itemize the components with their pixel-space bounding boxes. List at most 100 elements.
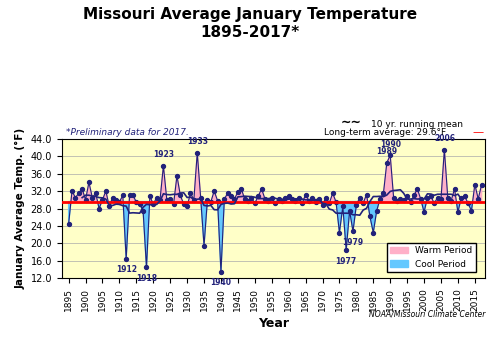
Point: [458, 195, 466, 201]
Point: [136, 201, 143, 207]
Text: ∼∼: ∼∼: [341, 116, 362, 129]
Point: [75, 190, 83, 196]
Point: [194, 150, 202, 155]
Point: [268, 195, 276, 201]
Point: [474, 196, 482, 202]
Point: [464, 200, 472, 206]
Point: [112, 197, 120, 203]
Text: 1918: 1918: [136, 274, 157, 283]
Point: [176, 193, 184, 198]
Point: [450, 186, 458, 192]
Point: [410, 193, 418, 198]
Text: 2006: 2006: [434, 134, 455, 143]
Point: [152, 195, 160, 201]
Point: [102, 188, 110, 194]
Point: [447, 198, 455, 203]
X-axis label: Year: Year: [258, 317, 289, 330]
Point: [284, 193, 292, 199]
Point: [383, 160, 391, 166]
Point: [468, 208, 475, 214]
Point: [342, 247, 350, 253]
Point: [196, 195, 204, 201]
Point: [82, 197, 90, 203]
Point: [230, 196, 238, 202]
Point: [132, 199, 140, 205]
Point: [227, 193, 235, 199]
Point: [240, 196, 248, 202]
Point: [424, 195, 432, 201]
Point: [251, 200, 259, 206]
Point: [305, 198, 313, 203]
Point: [460, 193, 468, 199]
Point: [302, 191, 310, 197]
Point: [292, 198, 300, 203]
Point: [308, 195, 316, 201]
Point: [440, 147, 448, 153]
Point: [224, 190, 232, 196]
Point: [328, 190, 336, 196]
Point: [454, 209, 462, 215]
Point: [406, 199, 414, 205]
Point: [261, 196, 269, 202]
Point: [238, 186, 246, 192]
Point: [234, 189, 242, 195]
Point: [380, 190, 388, 196]
Point: [129, 193, 137, 198]
Point: [420, 209, 428, 215]
Point: [376, 196, 384, 202]
Point: [244, 198, 252, 203]
Point: [126, 193, 134, 198]
Point: [278, 198, 286, 203]
Point: [322, 195, 330, 201]
Point: [478, 182, 486, 187]
Point: [386, 153, 394, 158]
Point: [186, 190, 194, 196]
Point: [85, 179, 93, 185]
Point: [258, 186, 266, 192]
Text: NOAA/Missouri Climate Center: NOAA/Missouri Climate Center: [368, 309, 485, 318]
Point: [366, 213, 374, 219]
Point: [315, 196, 323, 202]
Point: [326, 200, 334, 206]
Point: [400, 197, 408, 203]
Point: [318, 202, 326, 208]
Point: [108, 195, 116, 201]
Point: [372, 208, 380, 214]
Point: [156, 197, 164, 203]
Point: [204, 197, 212, 203]
Point: [390, 195, 398, 201]
Point: [122, 256, 130, 262]
Point: [217, 269, 225, 275]
Point: [254, 193, 262, 199]
Point: [346, 208, 354, 214]
Point: [64, 221, 72, 227]
Point: [427, 193, 435, 199]
Y-axis label: January Average Temp. (°F): January Average Temp. (°F): [15, 128, 25, 289]
Point: [92, 190, 100, 196]
Text: 1990: 1990: [380, 140, 400, 149]
Text: Long-term average: 29.6°F: Long-term average: 29.6°F: [324, 128, 446, 137]
Text: 1940: 1940: [210, 278, 232, 287]
Point: [339, 203, 347, 209]
Point: [166, 196, 174, 202]
Point: [370, 230, 378, 236]
Point: [210, 188, 218, 194]
Point: [288, 196, 296, 202]
Text: —: —: [472, 127, 484, 137]
Point: [295, 195, 303, 201]
Point: [88, 195, 96, 201]
Point: [356, 195, 364, 201]
Text: 1989: 1989: [376, 147, 398, 156]
Point: [150, 201, 158, 207]
Point: [119, 193, 127, 198]
Point: [116, 199, 124, 205]
Point: [352, 202, 360, 208]
Point: [214, 198, 222, 203]
Point: [437, 196, 445, 202]
Point: [349, 228, 357, 234]
Point: [396, 196, 404, 202]
Point: [160, 163, 168, 169]
Point: [430, 200, 438, 206]
Point: [170, 201, 177, 207]
Point: [190, 197, 198, 203]
